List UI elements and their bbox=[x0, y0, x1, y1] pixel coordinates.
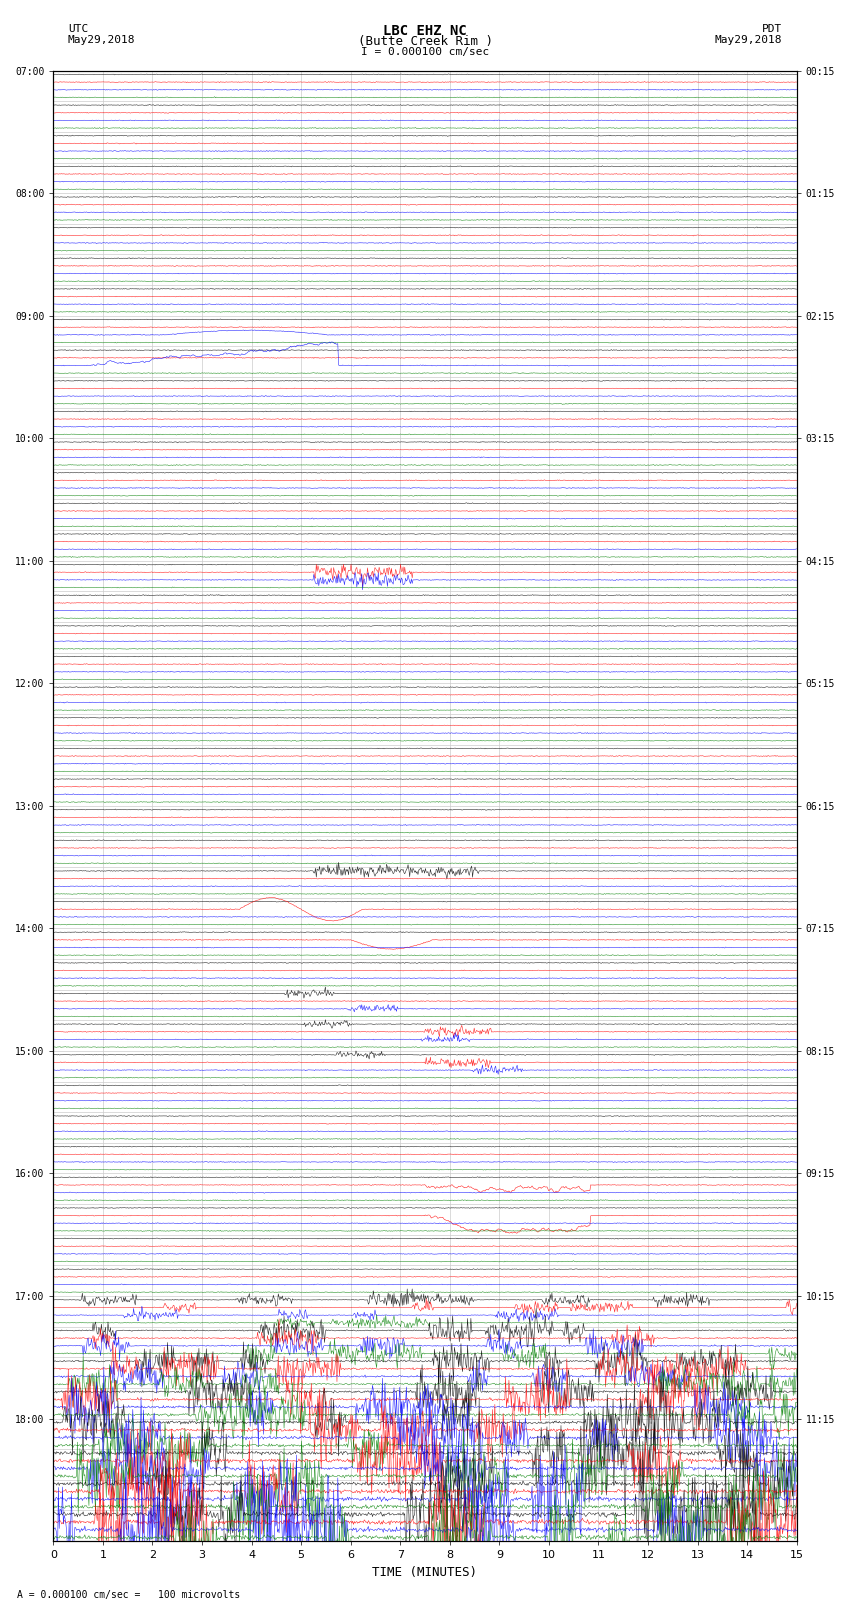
Text: UTC: UTC bbox=[68, 24, 88, 34]
Text: I = 0.000100 cm/sec: I = 0.000100 cm/sec bbox=[361, 47, 489, 56]
X-axis label: TIME (MINUTES): TIME (MINUTES) bbox=[372, 1566, 478, 1579]
Text: May29,2018: May29,2018 bbox=[715, 35, 782, 45]
Text: (Butte Creek Rim ): (Butte Creek Rim ) bbox=[358, 35, 492, 48]
Text: May29,2018: May29,2018 bbox=[68, 35, 135, 45]
Text: PDT: PDT bbox=[762, 24, 782, 34]
Text: A = 0.000100 cm/sec =   100 microvolts: A = 0.000100 cm/sec = 100 microvolts bbox=[17, 1590, 241, 1600]
Text: LBC EHZ NC: LBC EHZ NC bbox=[383, 24, 467, 39]
